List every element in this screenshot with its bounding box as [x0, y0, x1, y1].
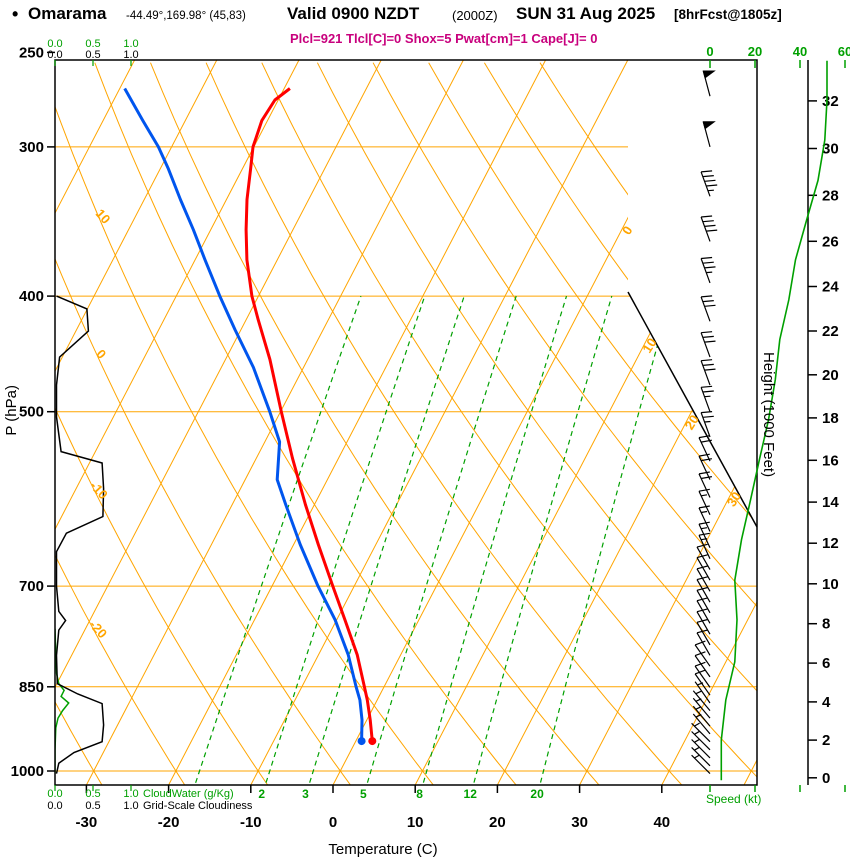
- cloudwater-scale-bottom: 0.0 0.5 1.0 CloudWater (g/Kg): [0, 788, 420, 800]
- pressure-axis-label: P (hPa): [3, 385, 20, 436]
- temperature-axis: -30 -20 -10 0 10 20 30 40: [76, 785, 670, 831]
- wind-barbs: [691, 70, 718, 775]
- svg-text:18: 18: [822, 410, 839, 427]
- dewpoint-curve: [123, 87, 364, 742]
- pressure-axis: 250 300 400 500 700 850 1000: [11, 44, 55, 780]
- station-coords: -44.49°,169.98° (45,83): [126, 10, 246, 22]
- scale-tick-label: 1.0: [123, 49, 139, 61]
- svg-text:6: 6: [822, 655, 830, 672]
- valid-date: SUN 31 Aug 2025: [516, 4, 656, 23]
- scale-tick-label: 1.0: [123, 788, 139, 800]
- svg-text:0: 0: [329, 814, 337, 831]
- svg-text:30: 30: [822, 141, 839, 158]
- scale-tick-label: 0.5: [85, 788, 101, 800]
- cloudiness-axis-label: Grid-Scale Cloudiness: [143, 800, 253, 812]
- svg-text:12: 12: [464, 787, 478, 801]
- svg-text:10: 10: [407, 814, 424, 831]
- scale-tick-label: 0.0: [47, 38, 63, 50]
- svg-text:26: 26: [822, 233, 839, 250]
- svg-text:8: 8: [416, 787, 423, 801]
- temperature-curve: [244, 87, 374, 742]
- svg-text:28: 28: [822, 187, 839, 204]
- svg-text:12: 12: [822, 535, 839, 552]
- valid-time-zulu: (2000Z): [452, 8, 498, 23]
- svg-text:250: 250: [19, 44, 44, 61]
- cloudwater-axis-label: CloudWater (g/Kg): [143, 788, 234, 800]
- station-bullet: •: [12, 4, 19, 24]
- svg-text:32: 32: [822, 93, 839, 110]
- svg-text:8: 8: [822, 616, 830, 633]
- svg-text:20: 20: [748, 44, 762, 59]
- svg-text:4: 4: [822, 694, 831, 711]
- svg-text:400: 400: [19, 288, 44, 305]
- skewt-grid: [55, 60, 757, 785]
- plot-frame: [54, 59, 758, 786]
- svg-text:-10: -10: [240, 814, 262, 831]
- svg-text:22: 22: [822, 323, 839, 340]
- svg-text:20: 20: [682, 412, 702, 432]
- svg-text:3: 3: [302, 787, 309, 801]
- cloudiness-curve: [55, 295, 105, 774]
- svg-text:20: 20: [489, 814, 506, 831]
- svg-text:2: 2: [822, 732, 830, 749]
- svg-text:300: 300: [19, 139, 44, 156]
- scale-tick-label: 1.0: [123, 38, 139, 50]
- svg-text:16: 16: [822, 452, 839, 469]
- svg-text:40: 40: [653, 814, 670, 831]
- svg-text:20: 20: [822, 367, 839, 384]
- svg-text:2: 2: [258, 787, 265, 801]
- svg-text:-30: -30: [76, 814, 98, 831]
- wind-speed-curve: [720, 60, 828, 781]
- scale-tick-label: 0.5: [85, 800, 101, 812]
- svg-text:500: 500: [19, 404, 44, 421]
- height-axis-label: Height (1000 Feet): [760, 352, 777, 478]
- svg-text:20: 20: [530, 787, 544, 801]
- svg-text:850: 850: [19, 679, 44, 696]
- cloudiness-scale-bottom: 0.0 0.5 1.0 Grid-Scale Cloudiness: [0, 800, 420, 812]
- svg-text:0: 0: [619, 223, 636, 237]
- svg-text:-20: -20: [158, 814, 180, 831]
- svg-text:1000: 1000: [11, 763, 44, 780]
- svg-text:24: 24: [822, 279, 839, 296]
- svg-text:0: 0: [706, 44, 713, 59]
- svg-text:60: 60: [838, 44, 850, 59]
- surface-dots: [357, 737, 377, 746]
- svg-text:0: 0: [822, 770, 830, 787]
- svg-text:40: 40: [793, 44, 807, 59]
- svg-text:14: 14: [822, 494, 839, 511]
- svg-text:0: 0: [93, 346, 109, 361]
- temperature-axis-label: Temperature (C): [328, 841, 438, 858]
- stability-indices: Plcl=921 Tlcl[C]=0 Shox=5 Pwat[cm]=1 Cap…: [290, 31, 598, 46]
- svg-text:30: 30: [571, 814, 588, 831]
- speed-axis: 0 20 40 60: [54, 44, 850, 792]
- svg-text:700: 700: [19, 578, 44, 595]
- svg-text:5: 5: [360, 787, 367, 801]
- svg-text:10: 10: [822, 576, 839, 593]
- valid-time: Valid 0900 NZDT: [287, 4, 420, 23]
- scale-tick-label: 0.0: [47, 49, 63, 61]
- svg-text:10: 10: [639, 335, 659, 355]
- scale-tick-label: 0.5: [85, 49, 101, 61]
- scale-tick-label: 0.5: [85, 38, 101, 50]
- svg-text:30: 30: [724, 489, 744, 509]
- cloudwater-scale-top: 0.0 0.5 1.0: [0, 38, 420, 50]
- speed-profile: [720, 60, 828, 781]
- scale-tick-label: 0.0: [47, 800, 63, 812]
- mixing-ratio-labels: 2 3 5 8 12 20: [258, 787, 544, 801]
- forecast-tag: [8hrFcst@1805z]: [674, 7, 782, 22]
- svg-text:-10: -10: [87, 478, 111, 502]
- speed-axis-label: Speed (kt): [706, 792, 762, 806]
- scale-tick-label: 1.0: [123, 800, 139, 812]
- scale-tick-label: 0.0: [47, 788, 63, 800]
- cloudiness-scale-top: 0.0 0.5 1.0: [0, 49, 420, 61]
- station-name: Omarama: [28, 4, 107, 23]
